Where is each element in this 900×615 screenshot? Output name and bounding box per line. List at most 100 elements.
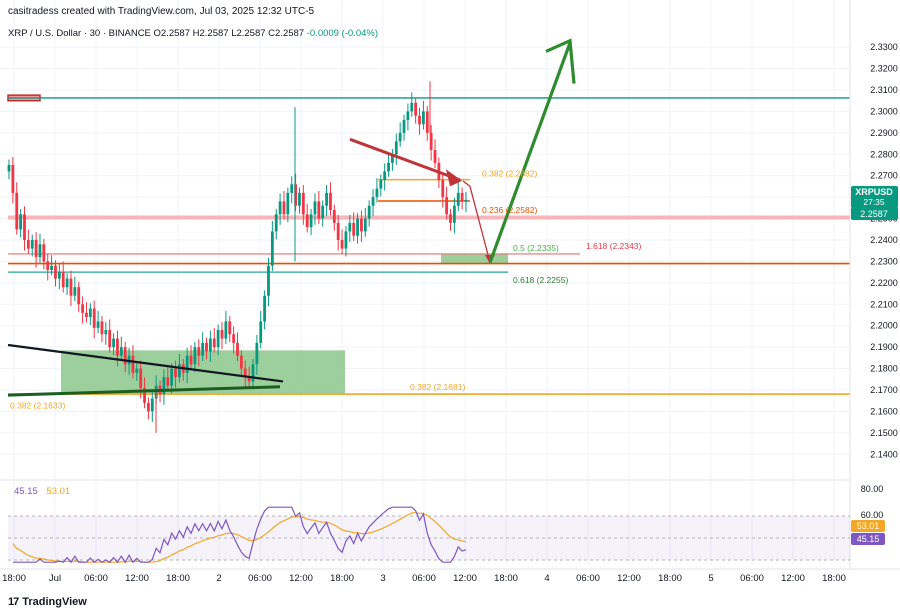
candle-body (116, 338, 119, 356)
candle-body (340, 240, 344, 249)
candle-body (344, 231, 348, 249)
candle-body (325, 192, 328, 206)
candle-body (274, 214, 278, 232)
badge-timer: 27:35 (863, 197, 885, 207)
candle-body (11, 165, 15, 193)
candle-body (309, 214, 313, 228)
tradingview-footer[interactable]: 17 TradingView (8, 596, 87, 608)
rsi-value-badge (851, 533, 885, 545)
price-tick-label: 2.1900 (870, 342, 898, 352)
brand-name: TradingView (22, 596, 87, 608)
low-value: L2.2587 (231, 28, 266, 39)
candle-body (236, 342, 239, 356)
time-tick-label: 18:00 (494, 573, 518, 584)
rsi-tick-label: 80.00 (861, 484, 884, 494)
time-tick-label: 06:00 (740, 573, 764, 584)
candle-body (26, 240, 30, 249)
candle-body (286, 192, 290, 215)
fib-label: 0.382 (2.2682) (482, 169, 537, 179)
candle-body (189, 355, 193, 365)
candle-body (429, 132, 433, 150)
ascending-trendline (7, 385, 281, 397)
green-arrow-head (545, 38, 576, 84)
candle-body (139, 368, 143, 388)
candle-body (119, 347, 123, 356)
candle-body (263, 295, 267, 322)
price-tick-label: 2.3100 (870, 85, 898, 95)
candle-body (352, 222, 356, 236)
fib-label: 0.382 (2.1681) (410, 382, 465, 392)
time-tick-label: 06:00 (576, 573, 600, 584)
candle-body (193, 347, 197, 365)
price-tick-label: 2.2000 (870, 321, 898, 331)
time-tick-label: 06:00 (84, 573, 108, 584)
candle-body (232, 334, 236, 343)
rsi-ma-badge-text: 53.01 (857, 521, 880, 531)
change-value: -0.0009 (-0.04%) (306, 28, 379, 39)
candle-body (329, 192, 332, 210)
candle-body (92, 308, 96, 328)
badge-ticker: XRPUSD (855, 187, 893, 197)
candle-body (441, 180, 445, 198)
current-price-label: 2.2587 (851, 207, 898, 220)
candle-body (30, 240, 34, 249)
candle-body (73, 287, 77, 296)
price-tick-label: 2.2900 (870, 128, 898, 138)
candle-body (81, 304, 84, 313)
high-value: H2.2587 (192, 28, 229, 39)
projected-drop-line (462, 180, 491, 263)
candle-body (356, 218, 359, 236)
symbol-name[interactable]: XRP / U.S. Dollar · 30 · BINANCE (8, 28, 151, 39)
candle-body (259, 321, 263, 343)
time-tick-label: 18:00 (2, 573, 26, 584)
price-pane[interactable] (0, 0, 850, 475)
candle-body (363, 218, 367, 232)
price-tick-label: 2.1500 (870, 428, 898, 438)
candles (7, 81, 468, 433)
candle-body (212, 338, 216, 348)
candle-body (61, 272, 65, 288)
candle-body (131, 355, 135, 373)
time-tick-label: 18:00 (330, 573, 354, 584)
candle-body (108, 330, 112, 348)
rsi-ma-badge (851, 520, 885, 532)
candle-body (460, 192, 464, 202)
candle-body (216, 330, 220, 348)
candle-body (398, 132, 402, 142)
red-arrow-line (349, 137, 461, 182)
candle-body (375, 188, 379, 198)
candle-body (418, 115, 421, 125)
candle-body (135, 368, 139, 373)
candle-body (247, 377, 251, 382)
candle-body (150, 398, 154, 412)
candle-body (464, 199, 468, 202)
candle-body (379, 180, 383, 189)
candle-body (201, 342, 205, 356)
candle-body (421, 111, 425, 125)
rsi-legend: 45.15 53.01 (14, 486, 70, 497)
time-tick-label: 12:00 (781, 573, 805, 584)
candle-body (387, 162, 390, 172)
candle-body (166, 377, 170, 386)
time-axis[interactable]: 18:00 Jul 06:00 12:00 18:00 2 06:00 12:00 18:00 3… (0, 568, 900, 584)
candle-body (452, 205, 456, 223)
candle-body (7, 165, 11, 172)
price-tick-label: 2.1700 (870, 385, 898, 395)
time-tick-label: Jul (49, 573, 61, 584)
candle-body (88, 308, 92, 318)
candle-body (290, 184, 294, 193)
candle-body (270, 231, 274, 266)
candle-body (317, 201, 321, 219)
time-tick-label: 18:00 (822, 573, 846, 584)
rsi-value-badge-text: 45.15 (857, 534, 880, 544)
candle-body (57, 272, 61, 279)
badge-price: 2.2587 (860, 209, 888, 219)
rsi-tick-label: 60.00 (861, 510, 884, 520)
candle-body (143, 387, 146, 403)
rsi-value: 45.15 (14, 486, 38, 497)
candle-body (332, 210, 336, 223)
candle-body (294, 184, 297, 206)
time-tick-label: 06:00 (248, 573, 272, 584)
